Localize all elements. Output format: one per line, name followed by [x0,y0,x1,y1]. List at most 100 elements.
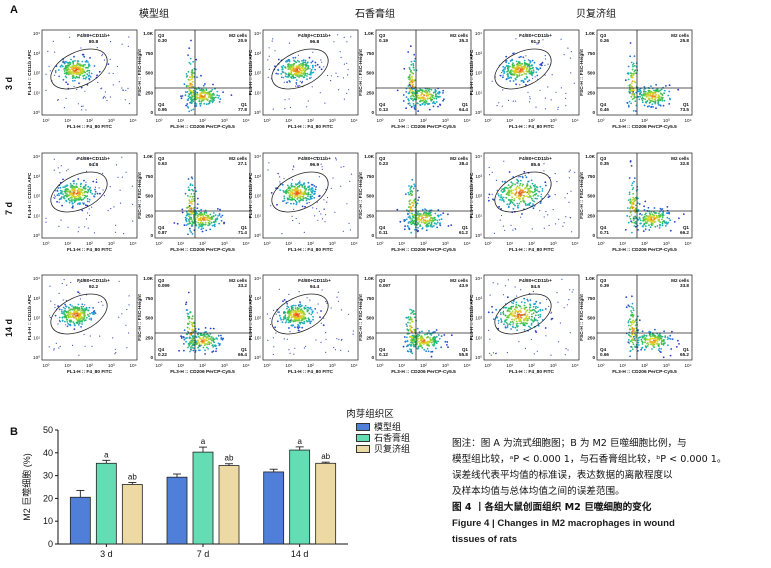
event-dot [58,347,60,349]
event-dot [290,191,292,194]
event-dot [294,307,297,309]
event-dot [200,219,203,222]
event-dot [73,324,76,327]
event-dot [410,63,413,66]
event-dot [646,105,649,108]
event-dot [191,198,193,201]
event-dot [410,185,413,188]
event-dot [527,300,529,302]
event-dot [421,96,423,99]
event-dot [524,312,527,314]
event-dot [84,187,87,190]
event-dot [520,311,522,313]
event-dot [548,224,550,227]
event-dot [83,197,86,199]
event-dot [67,226,69,228]
q3-label: Q3 [600,156,607,161]
event-dot [644,92,646,95]
gate-y-tick: 10² [33,71,40,76]
gate-x-tick: 10² [528,118,535,123]
event-dot [188,110,191,113]
gate-name-label: F4/80+CD11b+ [77,156,110,162]
event-dot [98,70,101,73]
event-dot [195,211,198,214]
event-dot [442,212,445,215]
event-dot [308,188,311,190]
event-dot [187,70,190,73]
gate-percent-value: 94.8 [89,162,99,168]
q4-value: 0.12 [379,352,388,357]
event-dot [285,202,288,205]
event-dot [103,59,106,61]
event-dot [290,182,293,185]
event-dot [491,193,493,195]
event-dot [434,222,436,225]
event-dot [526,313,529,316]
m2-cells-label: M2 cells [671,33,689,38]
event-dot [338,338,340,341]
event-dot [192,213,195,216]
event-dot [417,211,419,213]
event-dot [434,331,436,333]
event-dot [187,85,190,87]
event-dot [630,82,633,84]
event-dot [413,337,415,339]
event-dot [417,337,420,340]
event-dot [488,199,490,202]
event-dot [407,344,409,347]
event-dot [61,310,63,313]
quad-y-tick: 750 [145,51,153,56]
event-dot [518,191,521,193]
event-dot [284,311,287,314]
event-dot [64,303,66,306]
event-dot [54,190,57,192]
event-dot [89,191,92,194]
event-dot [82,65,84,68]
event-dot [417,226,419,229]
event-dot [426,90,429,93]
event-dot [532,195,535,197]
event-dot [565,105,567,107]
event-dot [298,319,301,322]
event-dot [83,190,86,193]
event-dot [75,198,78,200]
event-dot [416,202,419,205]
event-dot [450,334,453,337]
event-dot [527,196,529,199]
event-dot [68,197,70,200]
event-dot [291,324,293,327]
event-dot [316,63,319,66]
event-dot [49,285,51,287]
event-dot [275,313,277,315]
event-dot [286,189,288,191]
event-dot [435,342,438,344]
event-dot [508,192,510,194]
event-dot [53,349,55,351]
event-dot [72,313,74,315]
event-dot [434,336,437,339]
event-dot [93,232,96,234]
event-dot [186,105,189,108]
event-dot [419,213,422,216]
q4-label: Q4 [600,102,607,107]
event-dot [309,77,311,80]
m2-cells-label: M2 cells [671,156,689,161]
event-dot [513,74,515,76]
gate-y-tick: 10⁰ [475,233,482,238]
event-dot [511,320,514,323]
event-dot [191,317,194,320]
event-dot [433,102,436,105]
event-dot [295,85,297,87]
event-dot [428,212,431,215]
event-dot [530,71,533,74]
q1-label: Q1 [462,102,469,107]
event-dot [319,92,321,94]
quad-x-tick: 10⁰ [598,118,605,123]
event-dot [63,70,66,72]
event-dot [633,97,635,100]
event-dot [75,69,78,71]
quad-y-tick: 1.0K [364,276,374,281]
event-dot [115,164,118,166]
event-dot [87,75,90,77]
event-dot [410,231,413,234]
